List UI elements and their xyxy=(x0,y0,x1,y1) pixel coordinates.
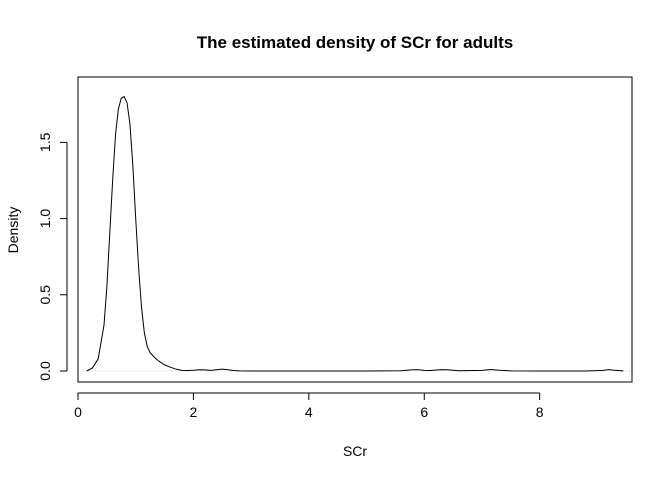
x-tick-label: 6 xyxy=(420,404,428,420)
x-tick-label: 4 xyxy=(305,404,313,420)
x-axis-label: SCr xyxy=(343,443,367,459)
plot-frame xyxy=(77,76,633,383)
x-tick-label: 8 xyxy=(536,404,544,420)
x-tick-label: 2 xyxy=(190,404,198,420)
x-tick-label: 0 xyxy=(74,404,82,420)
y-axis-label: Density xyxy=(5,207,21,254)
y-tick-label: 1.0 xyxy=(37,209,53,229)
y-tick-label: 0.0 xyxy=(37,361,53,381)
density-line xyxy=(86,95,624,372)
x-axis: 0 2 4 6 8 xyxy=(74,392,544,420)
y-axis: 0.0 0.5 1.0 1.5 xyxy=(37,132,68,381)
y-tick-label: 1.5 xyxy=(37,132,53,152)
chart-title: The estimated density of SCr for adults xyxy=(197,33,513,52)
y-tick-label: 0.5 xyxy=(37,285,53,305)
